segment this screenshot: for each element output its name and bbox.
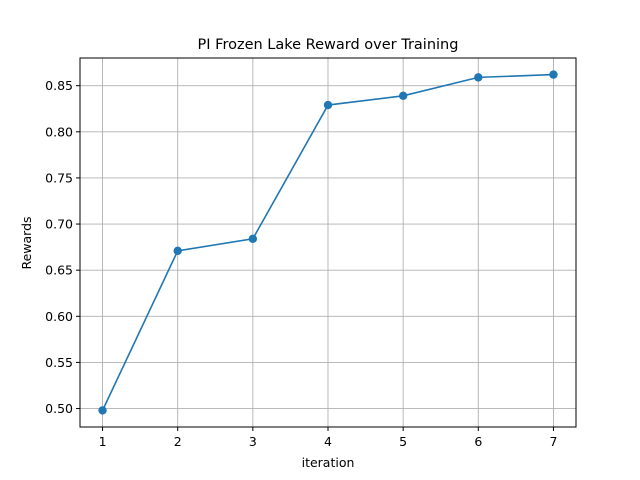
- data-point: [248, 234, 258, 244]
- y-tick-label: 0.80: [45, 124, 73, 139]
- y-tick-label: 0.55: [45, 355, 73, 370]
- y-tick-label: 0.75: [45, 170, 73, 185]
- y-tick-label: 0.60: [45, 309, 73, 324]
- series-layer: [98, 70, 558, 415]
- data-point: [549, 70, 558, 79]
- x-tick-label: 3: [249, 434, 257, 449]
- grid-layer: [80, 58, 576, 427]
- tick-layer: 1 2 3 4 5 6 7 0.50 0.55 0.60 0.65 0.70 0.75 0.80 0.85: [45, 78, 557, 449]
- data-point: [474, 73, 483, 82]
- x-axis-label: iteration: [302, 455, 355, 470]
- x-tick-label: 7: [549, 434, 557, 449]
- data-point: [98, 406, 107, 415]
- x-tick-label: 4: [324, 434, 332, 449]
- y-tick-label: 0.85: [45, 78, 73, 93]
- chart-title: PI Frozen Lake Reward over Training: [198, 37, 459, 53]
- x-tick-label: 5: [399, 434, 407, 449]
- y-tick-label: 0.70: [45, 217, 73, 232]
- x-tick-label: 6: [474, 434, 482, 449]
- x-tick-label: 2: [174, 434, 182, 449]
- y-tick-label: 0.50: [45, 401, 73, 416]
- data-point: [323, 100, 333, 110]
- y-axis-label: Rewards: [19, 216, 34, 269]
- data-point: [398, 91, 408, 101]
- x-tick-label: 1: [99, 434, 107, 449]
- y-tick-label: 0.65: [45, 263, 73, 278]
- data-point: [173, 246, 182, 256]
